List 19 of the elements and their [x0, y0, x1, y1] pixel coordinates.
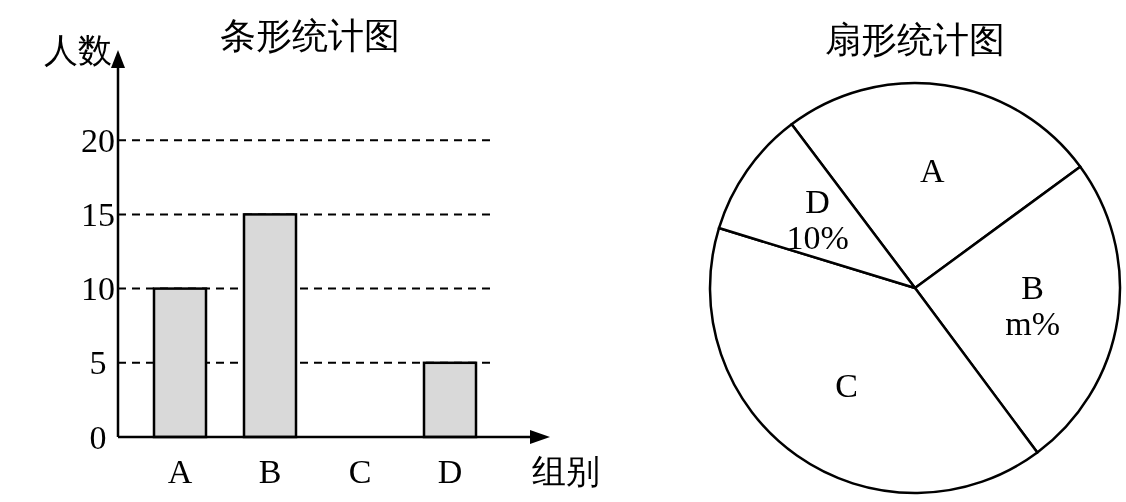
y-tick-label: 15 — [81, 195, 115, 233]
x-axis-title: 组别 — [532, 453, 600, 490]
x-tick-label: A — [167, 452, 193, 490]
y-tick-label: 0 — [89, 418, 107, 456]
x-tick-label: C — [348, 452, 372, 490]
slice-label: B — [1021, 269, 1044, 307]
data-label: 10% — [786, 219, 849, 257]
y-tick-label: 10 — [81, 270, 115, 308]
x-tick-label: B — [258, 452, 282, 490]
slice-label: D — [805, 183, 830, 221]
y-tick-label: 20 — [81, 121, 115, 159]
y-tick-label: 5 — [89, 344, 107, 382]
y-axis-title: 人数 — [44, 32, 112, 69]
chart-title: 扇形统计图 — [825, 20, 1005, 60]
data-label: m% — [1005, 305, 1060, 343]
x-tick-label: D — [437, 452, 463, 490]
slice-label: A — [920, 151, 946, 189]
slice-label: C — [835, 366, 858, 404]
chart-title: 条形统计图 — [220, 16, 400, 56]
